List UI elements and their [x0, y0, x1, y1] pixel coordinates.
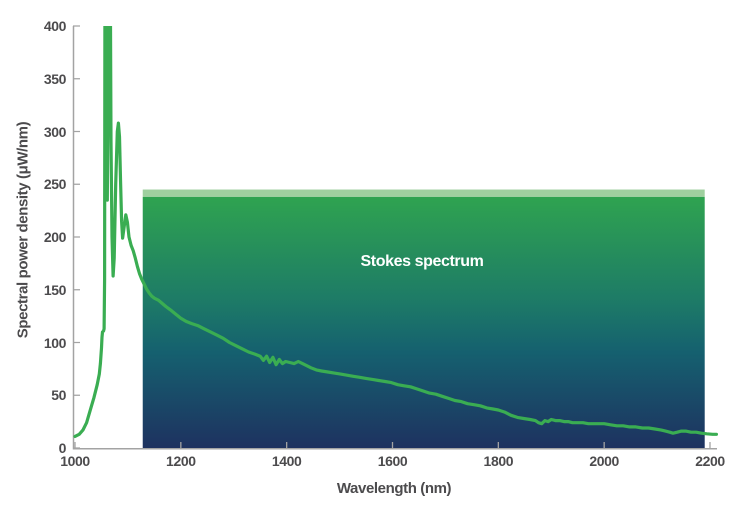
- x-tick-label: 1000: [60, 453, 90, 469]
- axis-spines: [72, 26, 717, 450]
- y-tick-label: 100: [43, 334, 67, 351]
- y-tick-label: 0: [58, 440, 67, 456]
- x-tick-label: 2200: [695, 453, 725, 469]
- y-tick-label: 400: [43, 18, 67, 34]
- stokes-region-band: [142, 189, 705, 197]
- y-tick-label: 300: [43, 123, 67, 140]
- x-tick-label: 2000: [589, 453, 619, 469]
- x-tick-label: 1800: [483, 453, 514, 469]
- x-tick-label: 1200: [166, 453, 196, 469]
- y-tick-label: 50: [51, 387, 66, 404]
- x-tick-label: 1600: [377, 453, 408, 469]
- stokes-region: [142, 196, 705, 448]
- y-tick-label: 200: [43, 229, 67, 245]
- x-tick-label: 1400: [271, 453, 302, 469]
- y-tick-label: 250: [43, 176, 67, 193]
- y-tick-label: 150: [43, 281, 67, 298]
- x-axis-title: Wavelength (nm): [336, 480, 452, 497]
- spectrum-curve: [73, 26, 719, 438]
- stokes-region-label: Stokes spectrum: [360, 253, 484, 270]
- tick-marks: [73, 25, 711, 449]
- y-tick-label: 350: [43, 70, 67, 87]
